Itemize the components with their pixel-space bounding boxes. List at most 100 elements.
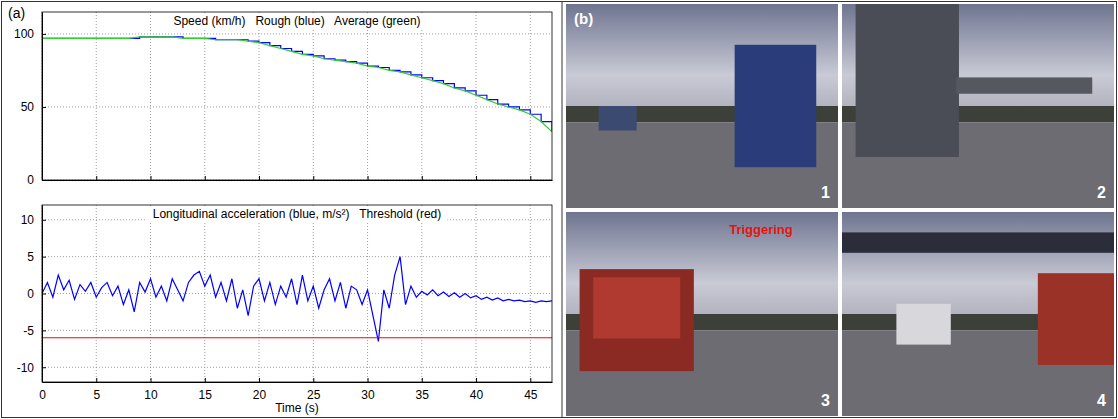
tick-mark: [205, 176, 206, 180]
frame-number: 3: [821, 392, 830, 409]
tick: 35: [416, 378, 430, 402]
tick-label: 15: [199, 388, 213, 402]
tick-mark: [259, 176, 260, 180]
plot-background: [42, 205, 552, 382]
tick-mark: [151, 378, 152, 382]
panel-divider: [562, 2, 563, 417]
series-line: [42, 37, 552, 132]
tick-label: 0: [39, 388, 46, 402]
series-line: [42, 37, 552, 132]
series-line: [42, 337, 552, 338]
x-axis: 0 5 10 15 20 25 30 35 40 45: [39, 378, 552, 402]
grid-line-x: [421, 12, 422, 180]
tick-mark: [422, 176, 423, 180]
tick: 5: [27, 250, 46, 264]
tick-label: 100: [14, 27, 34, 41]
photo-vehicle: [593, 277, 680, 338]
panel-label: (b): [574, 10, 593, 27]
tick-mark: [313, 176, 314, 180]
tick: [151, 176, 152, 180]
panel-label: (a): [8, 5, 25, 21]
y-axis: 0 50 100: [14, 13, 46, 188]
x-axis-title: Time (s): [275, 401, 319, 415]
tick: 5: [93, 378, 100, 402]
tick: [205, 176, 206, 180]
grid-line-y: [42, 293, 552, 294]
grid-line-y: [42, 367, 552, 368]
tick: [259, 176, 260, 180]
tick: 40: [470, 378, 484, 402]
tick-label: 0: [27, 173, 34, 187]
tick: 0: [27, 287, 46, 301]
tick-mark: [422, 378, 423, 382]
title-group: Longitudinal acceleration (blue, m/s²) T…: [147, 206, 448, 222]
tick: -10: [17, 361, 46, 375]
tick-mark: [42, 257, 46, 258]
grid-line-x: [204, 12, 205, 180]
photo-vehicle: [735, 45, 817, 167]
grid-line-y: [42, 33, 552, 34]
tick-mark: [313, 378, 314, 382]
tick-mark: [96, 378, 97, 382]
tick: 20: [253, 378, 267, 402]
grid-line-x: [367, 12, 368, 180]
photo-frame: 3 Triggering: [566, 212, 838, 416]
series-line: [42, 257, 552, 342]
tick: [96, 176, 97, 180]
tick-label: 10: [144, 388, 158, 402]
tick-label: 30: [361, 388, 375, 402]
tick-label: -5: [23, 324, 34, 338]
tick-mark: [259, 378, 260, 382]
tick: -5: [23, 324, 46, 338]
tick-label: -10: [17, 361, 35, 375]
tick-label: 45: [524, 388, 538, 402]
tick-mark: [205, 378, 206, 382]
tick-mark: [151, 176, 152, 180]
tick-label: 40: [470, 388, 484, 402]
tick: 100: [14, 27, 46, 41]
frame-annotation: Triggering: [729, 222, 793, 237]
tick: 30: [361, 378, 375, 402]
tick: 15: [199, 378, 213, 402]
tick-label: 35: [416, 388, 430, 402]
grid-line-y: [42, 330, 552, 331]
grid-line-x: [530, 205, 531, 382]
tick: 10: [144, 378, 158, 402]
photo-frame: 4: [842, 212, 1114, 416]
photo-vehicle: [580, 269, 694, 371]
grid: [42, 12, 552, 180]
chart-title: Speed (km/h) Rough (blue) Average (green…: [173, 14, 420, 28]
tick: [530, 176, 531, 180]
tick: 25: [307, 378, 321, 402]
grid-line-y: [42, 256, 552, 257]
tick: [422, 176, 423, 180]
grid-line-x: [476, 205, 477, 382]
tick-mark: [368, 378, 369, 382]
frame-number: 1: [821, 184, 830, 201]
series-group: [42, 257, 552, 342]
title-background: [167, 13, 426, 29]
grid: [42, 205, 552, 382]
figure-border: [2, 2, 1117, 418]
tick-label: 50: [21, 100, 35, 114]
tick: [313, 176, 314, 180]
grid-line-y: [42, 106, 552, 107]
frame-number: 2: [1097, 184, 1106, 201]
tick: [368, 176, 369, 180]
y-axis: -10-50510: [17, 206, 46, 383]
tick-mark: [42, 367, 46, 368]
tick-label: 25: [307, 388, 321, 402]
tick-label: 5: [93, 388, 100, 402]
chart-1: -10 -5 0 5 100 5 10 15 20 25 30 35 40 45 Longitudinal …: [17, 205, 553, 415]
grid-line-x: [259, 12, 260, 180]
plot-frame: [42, 205, 552, 382]
title-group: Speed (km/h) Rough (blue) Average (green…: [167, 13, 426, 29]
tick-label: 20: [253, 388, 267, 402]
tick-mark: [42, 34, 46, 35]
tick-mark: [42, 220, 46, 221]
photo-vehicle: [599, 106, 637, 130]
grid-line-x: [421, 205, 422, 382]
plot-frame: [42, 12, 552, 180]
tick-mark: [96, 176, 97, 180]
grid-line-x: [530, 12, 531, 180]
